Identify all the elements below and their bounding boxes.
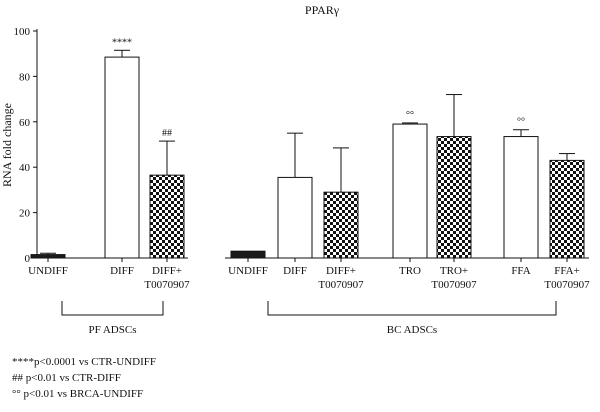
x-tick-label: DIFF+: [326, 265, 356, 277]
x-tick-label: DIFF+: [152, 265, 182, 277]
significance-annotation: °°: [406, 110, 414, 121]
y-tick-label: 40: [19, 162, 31, 174]
bar: [230, 250, 266, 259]
x-tick-label: FFA+: [554, 265, 580, 277]
bar: [277, 176, 313, 259]
x-tick-label: T0070907: [431, 279, 477, 291]
significance-annotation: ****: [112, 37, 132, 48]
x-tick-label: TRO: [399, 265, 421, 277]
x-tick-label: T0070907: [544, 279, 590, 291]
significance-annotation: °°: [517, 117, 525, 128]
significance-annotation: ##: [162, 128, 172, 139]
x-tick-label: TRO+: [440, 265, 468, 277]
bar: [436, 136, 472, 259]
bar: [503, 136, 539, 259]
x-tick-label: FFA: [511, 265, 530, 277]
y-tick-label: 60: [19, 117, 31, 129]
y-tick-label: 80: [19, 71, 31, 83]
bar: [323, 191, 359, 259]
bar: [104, 56, 140, 259]
footnote-significance-1: ****p<0.0001 vs CTR-UNDIFF: [12, 356, 157, 368]
chart-title: PPARγ: [305, 3, 340, 17]
bar: [149, 174, 185, 259]
x-tick-label: UNDIFF: [228, 265, 268, 277]
bar: [392, 123, 428, 259]
x-tick-label: UNDIFF: [28, 265, 68, 277]
footnote-significance-3: °° p<0.01 vs BRCA-UNDIFF: [12, 388, 144, 400]
y-tick-label: 20: [19, 208, 31, 220]
x-tick-label: T0070907: [318, 279, 364, 291]
group-label: PF ADSCs: [88, 324, 136, 336]
y-axis-label: RNA fold change: [0, 103, 14, 187]
footnote-significance-2: ## p<0.01 vs CTR-DIFF: [12, 372, 121, 384]
x-tick-label: T0070907: [144, 279, 190, 291]
bar: [30, 254, 66, 259]
y-tick-label: 100: [14, 26, 31, 38]
group-label: BC ADSCs: [387, 324, 437, 336]
plot-area: 0 20 40 60 80 100 UNDIFF **** DIFF ## DIFF+ T007090…: [14, 26, 591, 336]
bar: [549, 159, 585, 259]
group-bracket: [61, 301, 164, 316]
y-tick-label: 0: [25, 253, 31, 265]
group-bracket: [267, 301, 557, 316]
x-tick-label: DIFF: [110, 265, 134, 277]
x-tick-label: DIFF: [283, 265, 307, 277]
